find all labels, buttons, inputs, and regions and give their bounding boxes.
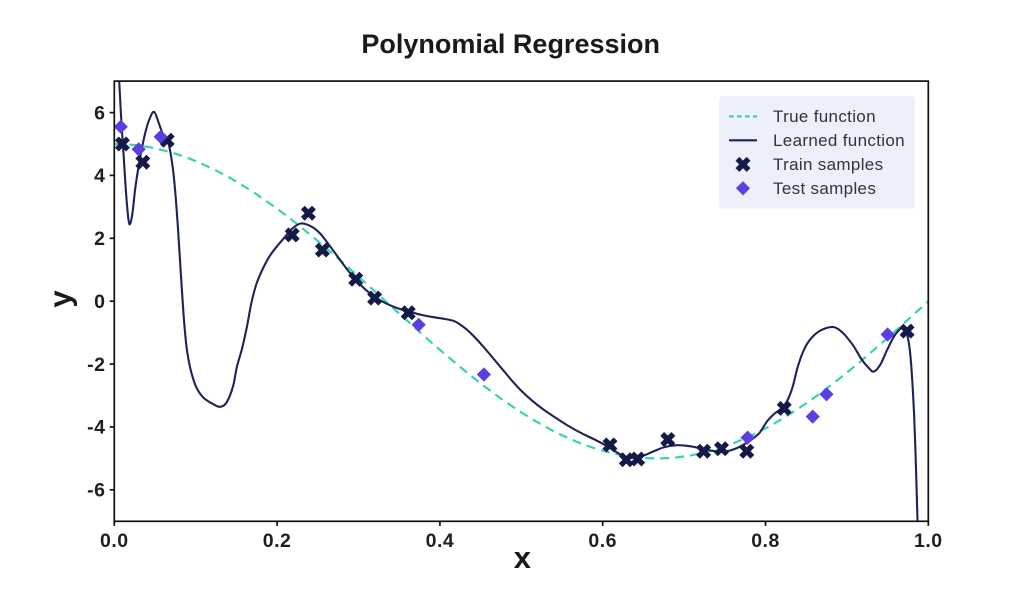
svg-text:0.6: 0.6	[588, 530, 617, 552]
svg-text:0.2: 0.2	[263, 530, 292, 552]
svg-text:0.4: 0.4	[426, 530, 455, 552]
svg-text:0.8: 0.8	[751, 530, 780, 552]
svg-text:0.0: 0.0	[100, 530, 129, 552]
svg-text:-4: -4	[87, 417, 105, 439]
svg-text:0: 0	[94, 291, 105, 313]
svg-text:2: 2	[94, 228, 105, 250]
svg-text:Test samples: Test samples	[773, 179, 876, 198]
svg-text:Polynomial Regression: Polynomial Regression	[361, 29, 660, 59]
svg-text:True function: True function	[773, 107, 876, 126]
svg-text:1.0: 1.0	[914, 530, 943, 552]
svg-text:x: x	[514, 540, 532, 575]
svg-text:-6: -6	[87, 480, 105, 502]
svg-text:Train samples: Train samples	[773, 155, 883, 174]
svg-text:y: y	[43, 290, 78, 308]
svg-text:Learned function: Learned function	[773, 131, 905, 150]
svg-text:-2: -2	[87, 354, 105, 376]
svg-text:4: 4	[94, 165, 105, 187]
svg-text:6: 6	[94, 102, 105, 124]
